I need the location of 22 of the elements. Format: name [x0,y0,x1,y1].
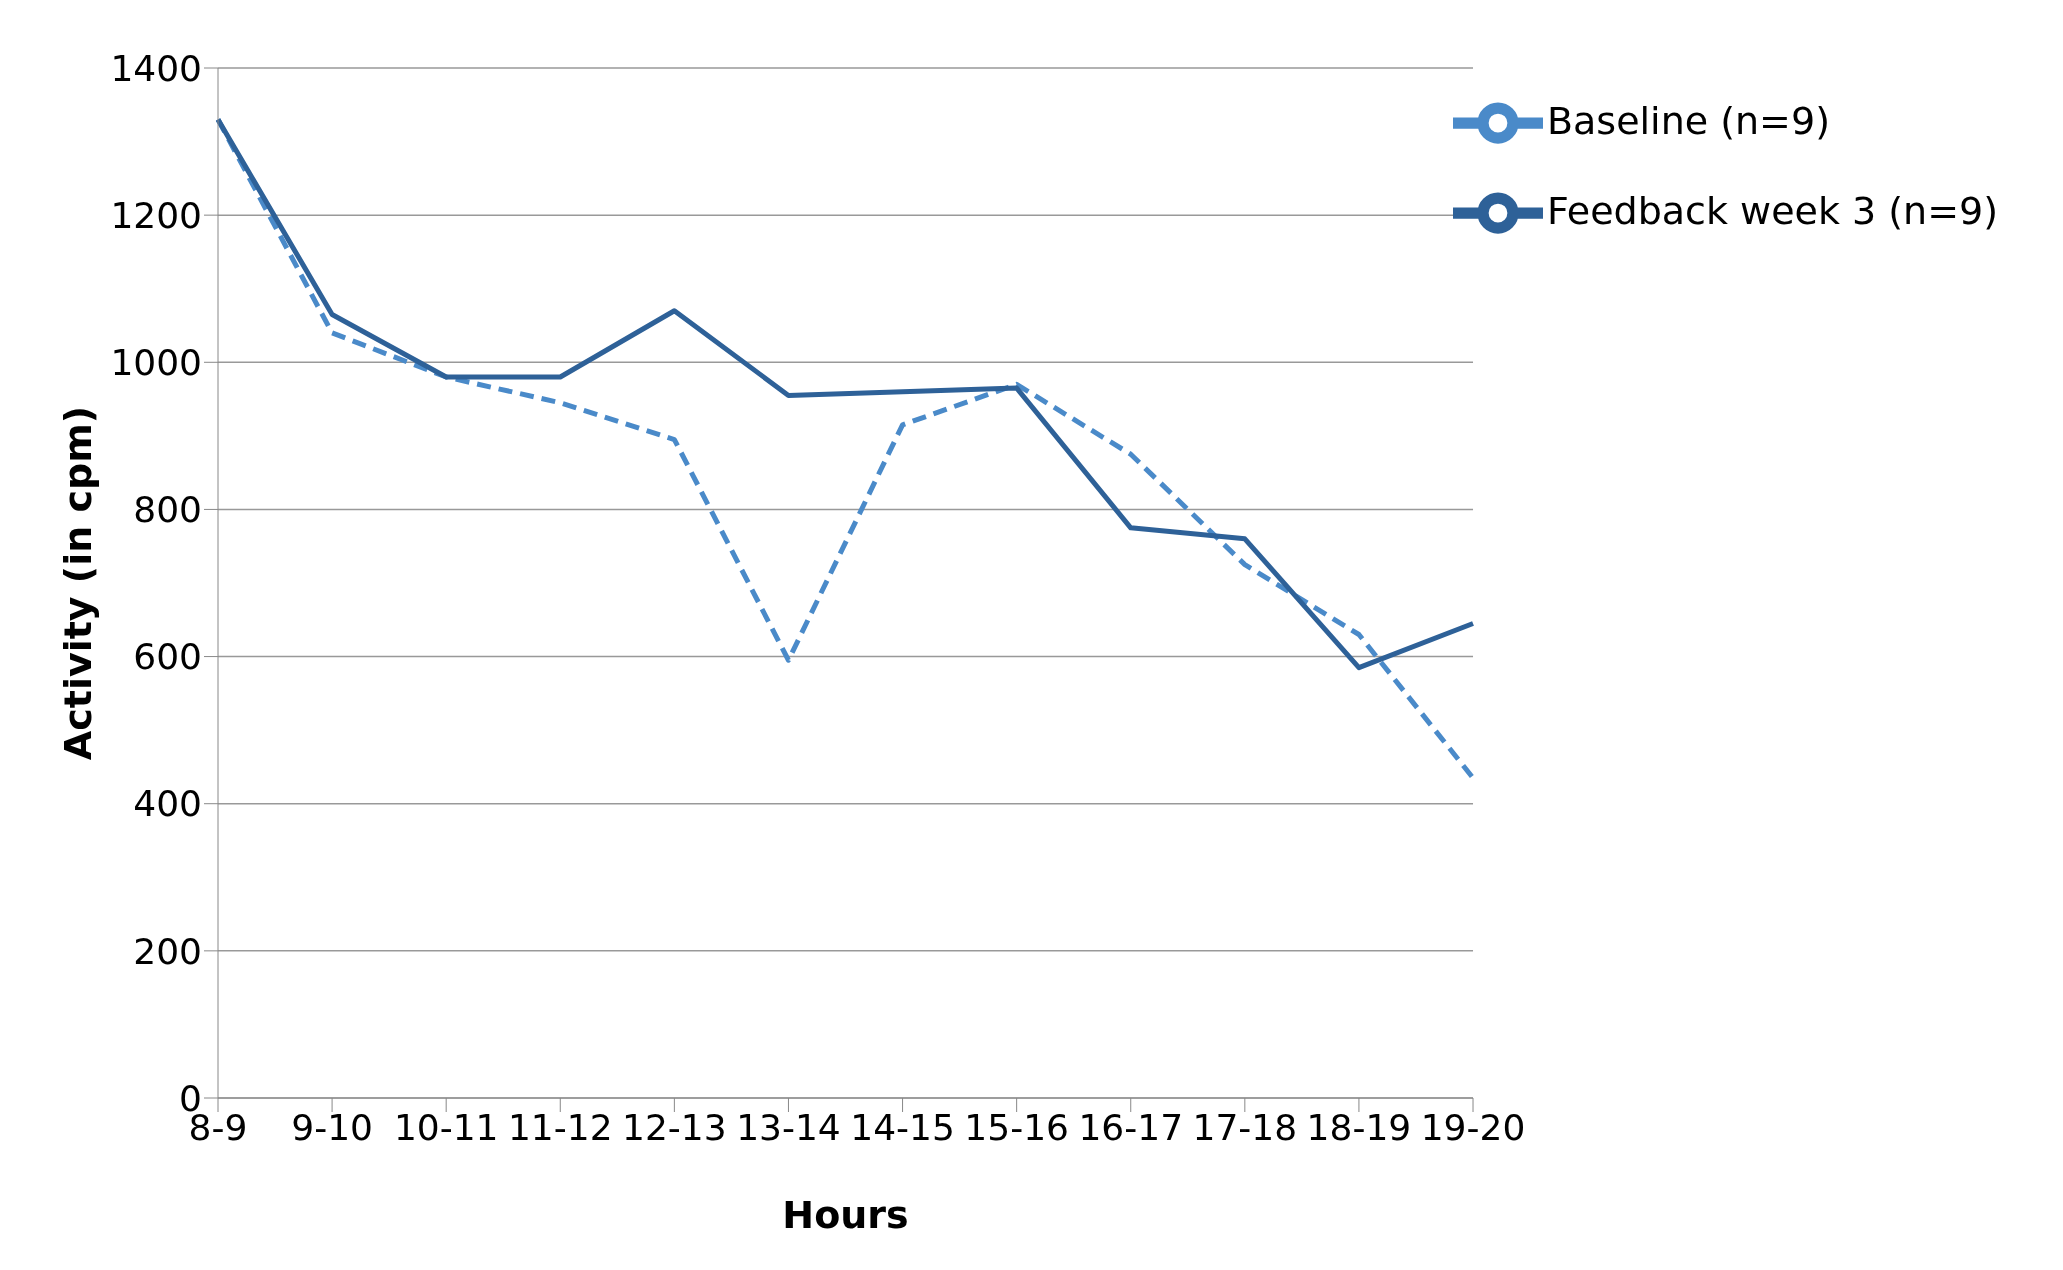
y-axis-title: Activity (in cpm) [56,405,101,761]
y-tick-label: 1000 [110,342,202,384]
y-tick-label: 600 [133,636,202,678]
x-tick-label: 12-13 [622,1106,727,1148]
legend-label: Feedback week 3 (n=9) [1547,188,1998,233]
x-tick-label: 10-11 [393,1106,499,1148]
legend-label: Baseline (n=9) [1547,98,1830,143]
x-tick-label: 13-14 [736,1106,841,1148]
x-tick-label: 18-19 [1306,1106,1412,1148]
y-tick-label: 200 [133,930,202,972]
x-tick-label: 9-10 [291,1106,373,1148]
x-tick-label: 14-15 [850,1106,955,1148]
x-tick-label: 11-12 [507,1106,613,1148]
y-tick-label: 1200 [110,194,202,236]
y-tick-label: 800 [133,489,202,531]
x-tick-label: 19-20 [1420,1106,1526,1148]
y-tick-label: 400 [133,783,202,825]
x-axis-title: Hours [782,1193,909,1237]
x-tick-label: 15-16 [964,1106,1069,1148]
x-tick-label: 17-18 [1192,1106,1298,1148]
y-tick-label: 1400 [110,47,202,89]
x-tick-label: 16-17 [1078,1106,1184,1148]
